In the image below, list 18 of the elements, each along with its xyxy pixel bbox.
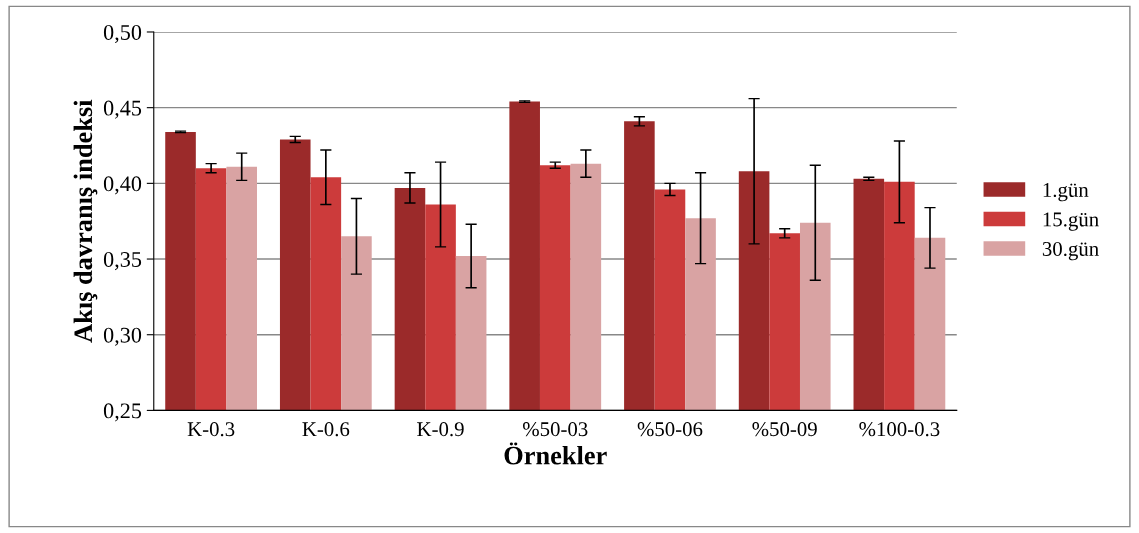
legend-label: 15.gün [1043, 212, 1099, 231]
y-tick-label: 0,35 [103, 251, 142, 271]
y-tick-label: 0,45 [103, 100, 142, 119]
y-tick-label: 0,40 [103, 176, 142, 195]
x-tick-label: %50-03 [523, 422, 588, 437]
y-tick-label: 0,25 [103, 403, 142, 422]
y-tick-label: 0,50 [103, 24, 142, 44]
legend-label: 30.gün [1042, 241, 1099, 261]
x-tick-label: K-0.3 [187, 422, 235, 437]
x-tick-label: K-0.6 [302, 422, 350, 437]
y-tick-label: 0,30 [103, 327, 142, 346]
x-tick-label: %100-0.3 [859, 422, 940, 437]
x-tick-label: K-0.9 [417, 422, 464, 437]
x-axis-title: Örnekler [504, 442, 607, 465]
x-tick-label: %50-06 [637, 422, 703, 437]
x-tick-label: %50-09 [752, 422, 817, 437]
legend-label: 1.gün [1043, 182, 1089, 202]
y-axis-title: Akış davranış indeksi [73, 99, 98, 343]
